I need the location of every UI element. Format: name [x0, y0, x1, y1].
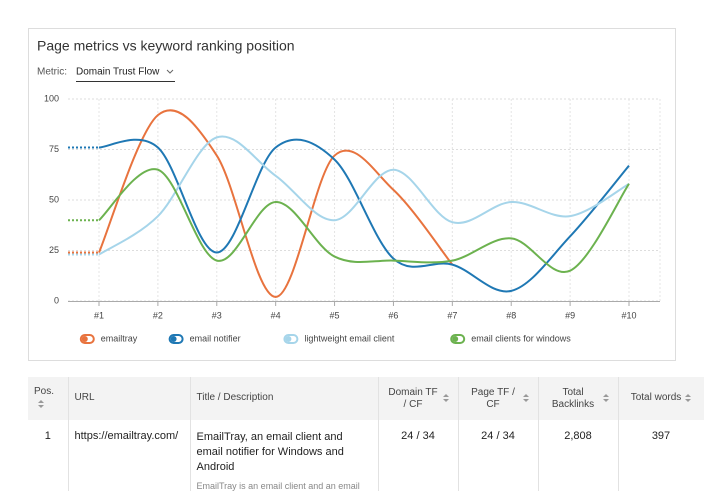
- column-header: URL: [68, 377, 191, 420]
- column-header: Title / Description: [190, 377, 379, 420]
- legend-item[interactable]: email notifier: [168, 333, 241, 344]
- legend-label: emailtray: [101, 333, 138, 343]
- metric-label: Metric:: [37, 67, 67, 78]
- x-tick-label: #10: [621, 310, 636, 320]
- y-tick-label: 25: [49, 245, 59, 255]
- cell: EmailTray, an email client and email not…: [190, 420, 379, 491]
- sort-icon: [443, 394, 449, 402]
- header-text: Total words: [630, 392, 682, 404]
- cell: 24 / 34: [378, 420, 459, 491]
- series-line: [98, 135, 630, 256]
- x-tick-label: #5: [330, 310, 340, 320]
- cell: 1: [28, 420, 69, 491]
- legend-label: lightweight email client: [304, 333, 395, 343]
- header-text: Page TF / CF: [471, 386, 515, 410]
- legend-label: email notifier: [190, 333, 241, 343]
- cell: https://emailtray.com/: [68, 420, 191, 491]
- header-text: Domain TF / CF: [388, 386, 438, 410]
- results-table: Pos. URL Title / Description Domain TF / CF…: [28, 377, 704, 491]
- x-tick-label: #6: [388, 310, 398, 320]
- sort-icon: [603, 394, 609, 402]
- y-tick-label: 75: [49, 144, 59, 154]
- legend-item[interactable]: email clients for windows: [450, 333, 571, 344]
- x-tick-label: #8: [506, 310, 516, 320]
- page-title: EmailTray, an email client and email not…: [196, 431, 344, 473]
- header-row: Pos. URL Title / Description Domain TF / CF…: [28, 377, 704, 420]
- x-tick-label: #3: [212, 310, 222, 320]
- column-header[interactable]: Total words: [618, 377, 704, 420]
- chart-title: Page metrics vs keyword ranking position: [37, 38, 295, 54]
- chart-panel: [28, 28, 676, 361]
- series-line: [98, 109, 454, 298]
- chart: Page metrics vs keyword ranking position…: [28, 28, 676, 361]
- series-line: [98, 138, 630, 293]
- legend-item[interactable]: lightweight email client: [283, 333, 395, 344]
- header-text: Total Backlinks: [551, 386, 595, 410]
- legend-item[interactable]: emailtray: [79, 333, 138, 344]
- legend-label: email clients for windows: [471, 333, 571, 343]
- y-tick-label: 0: [54, 295, 59, 305]
- y-tick-label: 100: [44, 93, 59, 103]
- legend-knob: [170, 336, 177, 342]
- column-header[interactable]: Domain TF / CF: [378, 377, 459, 420]
- table-row: 1 https://emailtray.com/EmailTray, an ema…: [28, 420, 704, 491]
- page-description: EmailTray is an email client and an emai…: [196, 481, 360, 491]
- page: Page metrics vs keyword ranking position…: [28, 28, 704, 491]
- column-header[interactable]: Page TF / CF: [458, 377, 539, 420]
- chevron: [166, 69, 174, 74]
- sort-icon: [523, 394, 529, 402]
- x-tick-label: #2: [153, 310, 163, 320]
- series-line: [98, 168, 630, 274]
- legend-knob: [452, 336, 459, 342]
- column-header[interactable]: Pos.: [28, 377, 69, 420]
- x-tick-label: #7: [447, 310, 457, 320]
- legend-knob: [81, 336, 88, 342]
- column-header[interactable]: Total Backlinks: [538, 377, 619, 420]
- metric-value[interactable]: Domain Trust Flow: [76, 67, 160, 78]
- cell: 397: [618, 420, 704, 491]
- x-tick-label: #9: [565, 310, 575, 320]
- x-tick-label: #4: [271, 310, 281, 320]
- sort-icon: [685, 393, 692, 402]
- header-text: Pos.: [34, 386, 55, 398]
- cell: 24 / 34: [458, 420, 539, 491]
- cell: 2,808: [538, 420, 619, 491]
- legend: emailtray email notifier lightweight email…: [79, 333, 571, 344]
- metric-dropdown[interactable]: Domain Trust Flow: [76, 67, 175, 82]
- y-tick-label: 50: [49, 194, 59, 204]
- header-text: Title / Description: [196, 392, 274, 404]
- x-tick-label: #1: [94, 310, 104, 320]
- header-text: URL: [74, 392, 95, 404]
- legend-knob: [285, 336, 292, 342]
- sort-icon: [38, 399, 44, 408]
